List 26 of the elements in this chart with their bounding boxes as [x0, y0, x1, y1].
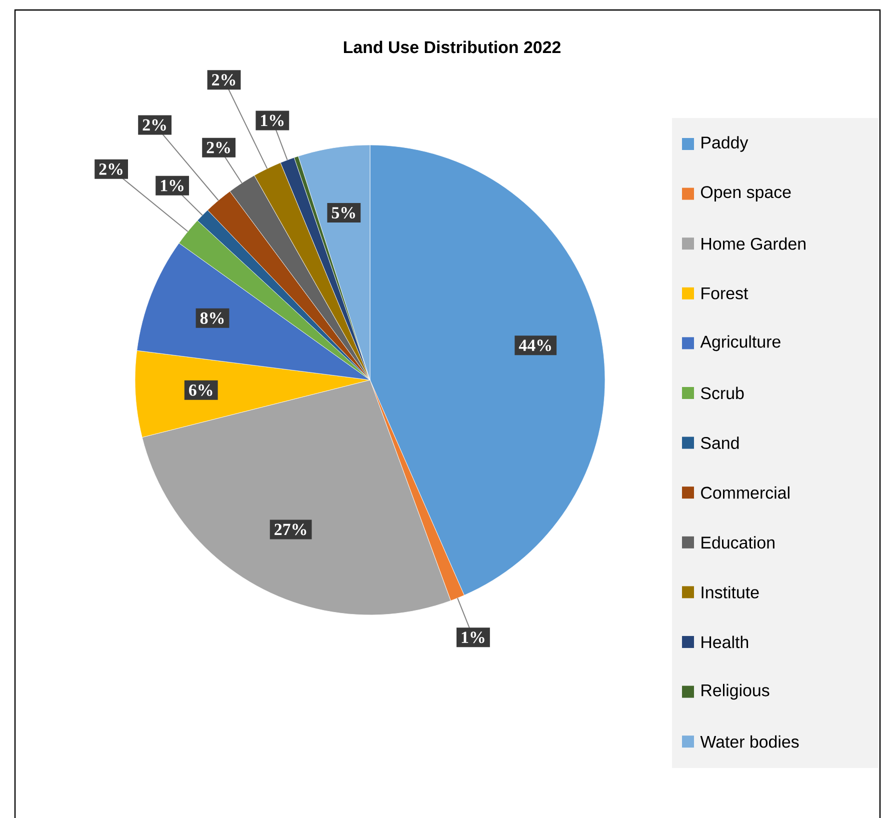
data-label: 6%: [188, 384, 212, 396]
data-label: 27%: [274, 524, 306, 536]
legend-label: Paddy: [702, 136, 748, 152]
data-label: 1%: [462, 632, 484, 644]
data-label: 2%: [206, 142, 230, 154]
legend-label: Education: [702, 536, 774, 549]
legend-label: Water bodies: [700, 735, 799, 748]
data-label: 1%: [160, 180, 184, 192]
legend-label: Sand: [700, 436, 739, 450]
data-label: 2%: [99, 163, 122, 175]
legend-label: Home Garden: [702, 237, 806, 250]
legend-label: Forest: [702, 287, 748, 300]
data-label: 44%: [518, 340, 551, 352]
data-label: 1%: [261, 114, 284, 126]
legend-label: Open space: [701, 186, 791, 202]
data-label: 8%: [200, 312, 224, 324]
legend-label: Religious: [702, 684, 770, 700]
legend-label: Scrub: [700, 386, 744, 400]
data-label: 2%: [142, 119, 166, 131]
legend-label: Agriculture: [700, 335, 780, 352]
data-label: 2%: [212, 74, 236, 86]
data-label: 5%: [332, 207, 356, 219]
legend-label: Institute: [702, 586, 759, 598]
legend-label: Commercial: [701, 486, 790, 499]
legend-label: Health: [702, 636, 748, 648]
chart-title: Land Use Distribution 2022: [344, 40, 560, 54]
